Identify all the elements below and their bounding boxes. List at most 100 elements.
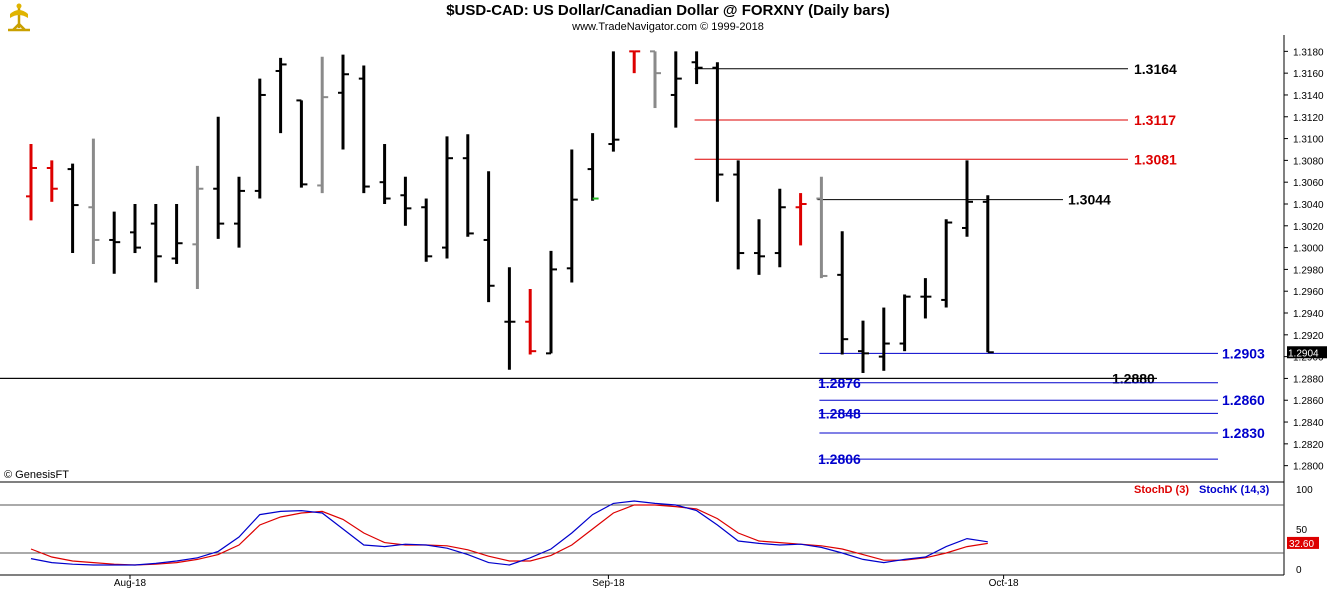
price-tick-label: 1.3060 <box>1293 178 1324 189</box>
price-tick-label: 1.2980 <box>1293 265 1324 276</box>
ohlc-bar <box>691 51 703 85</box>
ohlc-bar <box>338 54 349 150</box>
stoch-tick-label: 50 <box>1296 525 1308 536</box>
ohlc-bar <box>46 160 58 202</box>
stochastic-panel: 100 50 0 StochD (3) StochK (14,3) 32.60 <box>0 484 1319 576</box>
date-axis: Aug-18 Sep-18 Oct-18 <box>114 575 1019 589</box>
price-tick-label: 1.2960 <box>1293 287 1324 298</box>
level-label: 1.2876 <box>818 375 861 391</box>
price-tick-label: 1.2820 <box>1293 440 1324 451</box>
date-tick-label: Sep-18 <box>592 578 625 589</box>
chart-title: $USD-CAD: US Dollar/Canadian Dollar @ FO… <box>446 2 890 19</box>
ohlc-bar <box>234 176 245 248</box>
ohlc-bar <box>858 320 869 373</box>
ohlc-bar <box>421 198 433 262</box>
price-tick-label: 1.2800 <box>1293 462 1324 473</box>
price-tick-label: 1.2940 <box>1293 309 1324 320</box>
date-tick-label: Oct-18 <box>989 578 1019 589</box>
ohlc-bar <box>754 219 765 275</box>
ohlc-bar <box>878 307 890 371</box>
ohlc-bar <box>982 195 994 354</box>
chart-frame <box>0 35 1285 576</box>
ohlc-bar <box>670 51 682 128</box>
stoch-last-box <box>1287 536 1319 549</box>
price-tick-label: 1.2860 <box>1293 396 1324 407</box>
price-axis: 1.28001.28201.28401.28601.28801.29001.29… <box>1284 47 1327 473</box>
price-tick-label: 1.2920 <box>1293 331 1324 342</box>
copyright-label: © GenesisFT <box>4 469 69 481</box>
level-label: 1.3117 <box>1134 112 1176 128</box>
ohlc-bar <box>774 188 786 268</box>
ohlc-bar <box>296 99 308 188</box>
ohlc-bar <box>899 294 911 352</box>
level-label: 1.2830 <box>1222 425 1265 441</box>
level-lines: 1.31641.31171.30811.30441.29031.28801.28… <box>0 61 1265 467</box>
ohlc-bar <box>358 65 370 194</box>
ohlc-bar <box>962 160 973 237</box>
ohlc-bar <box>254 78 266 199</box>
price-tick-label: 1.3140 <box>1293 91 1324 102</box>
level-label: 1.2806 <box>818 451 861 467</box>
ohlc-bar <box>587 133 599 201</box>
ohlc-bar <box>379 144 391 204</box>
price-tick-label: 1.3000 <box>1293 244 1324 255</box>
level-label: 1.2903 <box>1222 345 1265 361</box>
ohlc-bar <box>442 136 453 259</box>
ohlc-bar <box>566 149 578 283</box>
ohlc-bar <box>920 278 932 319</box>
ohlc-bar <box>88 138 100 264</box>
ohlc-bar <box>712 62 724 202</box>
price-tick-label: 1.2840 <box>1293 418 1324 429</box>
price-tick-label: 1.3160 <box>1293 69 1324 80</box>
ohlc-bar <box>109 211 121 274</box>
level-label: 1.2860 <box>1222 392 1265 408</box>
price-tick-label: 1.3120 <box>1293 113 1324 124</box>
level-label: 1.3081 <box>1134 151 1177 167</box>
ohlc-bar <box>629 50 641 74</box>
ohlc-bar <box>941 219 953 308</box>
stoch-tick-label: 100 <box>1296 485 1313 496</box>
ohlc-bar <box>26 144 37 221</box>
stoch-tick-label: 0 <box>1296 565 1302 576</box>
stoch-last-label: 32.60 <box>1289 539 1314 550</box>
price-tick-label: 1.3080 <box>1293 156 1324 167</box>
ohlc-bar <box>213 116 225 239</box>
ohlc-bars <box>26 50 994 373</box>
stoch-d-line <box>30 504 988 566</box>
ohlc-bar <box>837 231 849 355</box>
stoch-d-legend: StochD (3) <box>1134 484 1189 496</box>
stoch-k-legend: StochK (14,3) <box>1199 484 1270 496</box>
ohlc-bar <box>546 250 557 355</box>
ohlc-bar <box>795 193 807 246</box>
ohlc-bar <box>171 203 183 264</box>
last-price-box <box>1287 346 1327 359</box>
chart-subtitle: www.TradeNavigator.com © 1999-2018 <box>572 21 764 33</box>
ohlc-bar <box>816 176 828 279</box>
last-price-label: 1.2904 <box>1288 348 1319 359</box>
ohlc-bar <box>608 51 620 152</box>
ohlc-bar <box>130 203 141 254</box>
ohlc-bar <box>525 289 537 355</box>
price-tick-label: 1.3100 <box>1293 135 1324 146</box>
ohlc-bar <box>67 163 79 254</box>
level-label: 1.3164 <box>1134 61 1177 77</box>
ohlc-bar <box>650 50 661 109</box>
ohlc-bar <box>150 203 162 283</box>
level-label: 1.2848 <box>818 405 861 421</box>
ohlc-bar <box>400 176 412 226</box>
date-tick-label: Aug-18 <box>114 578 147 589</box>
level-label: 1.3044 <box>1068 192 1111 208</box>
ohlc-bar <box>192 165 204 290</box>
trade-navigator-logo <box>2 2 36 34</box>
ohlc-bar <box>317 56 329 194</box>
price-tick-label: 1.2880 <box>1293 374 1324 385</box>
ohlc-bar <box>275 57 287 134</box>
ohlc-bar <box>504 267 516 370</box>
price-tick-label: 1.3180 <box>1293 47 1324 58</box>
price-tick-label: 1.3020 <box>1293 222 1324 233</box>
ohlc-bar <box>462 134 474 237</box>
ohlc-bar <box>483 171 495 303</box>
price-tick-label: 1.3040 <box>1293 200 1324 211</box>
ohlc-bar <box>733 160 745 270</box>
